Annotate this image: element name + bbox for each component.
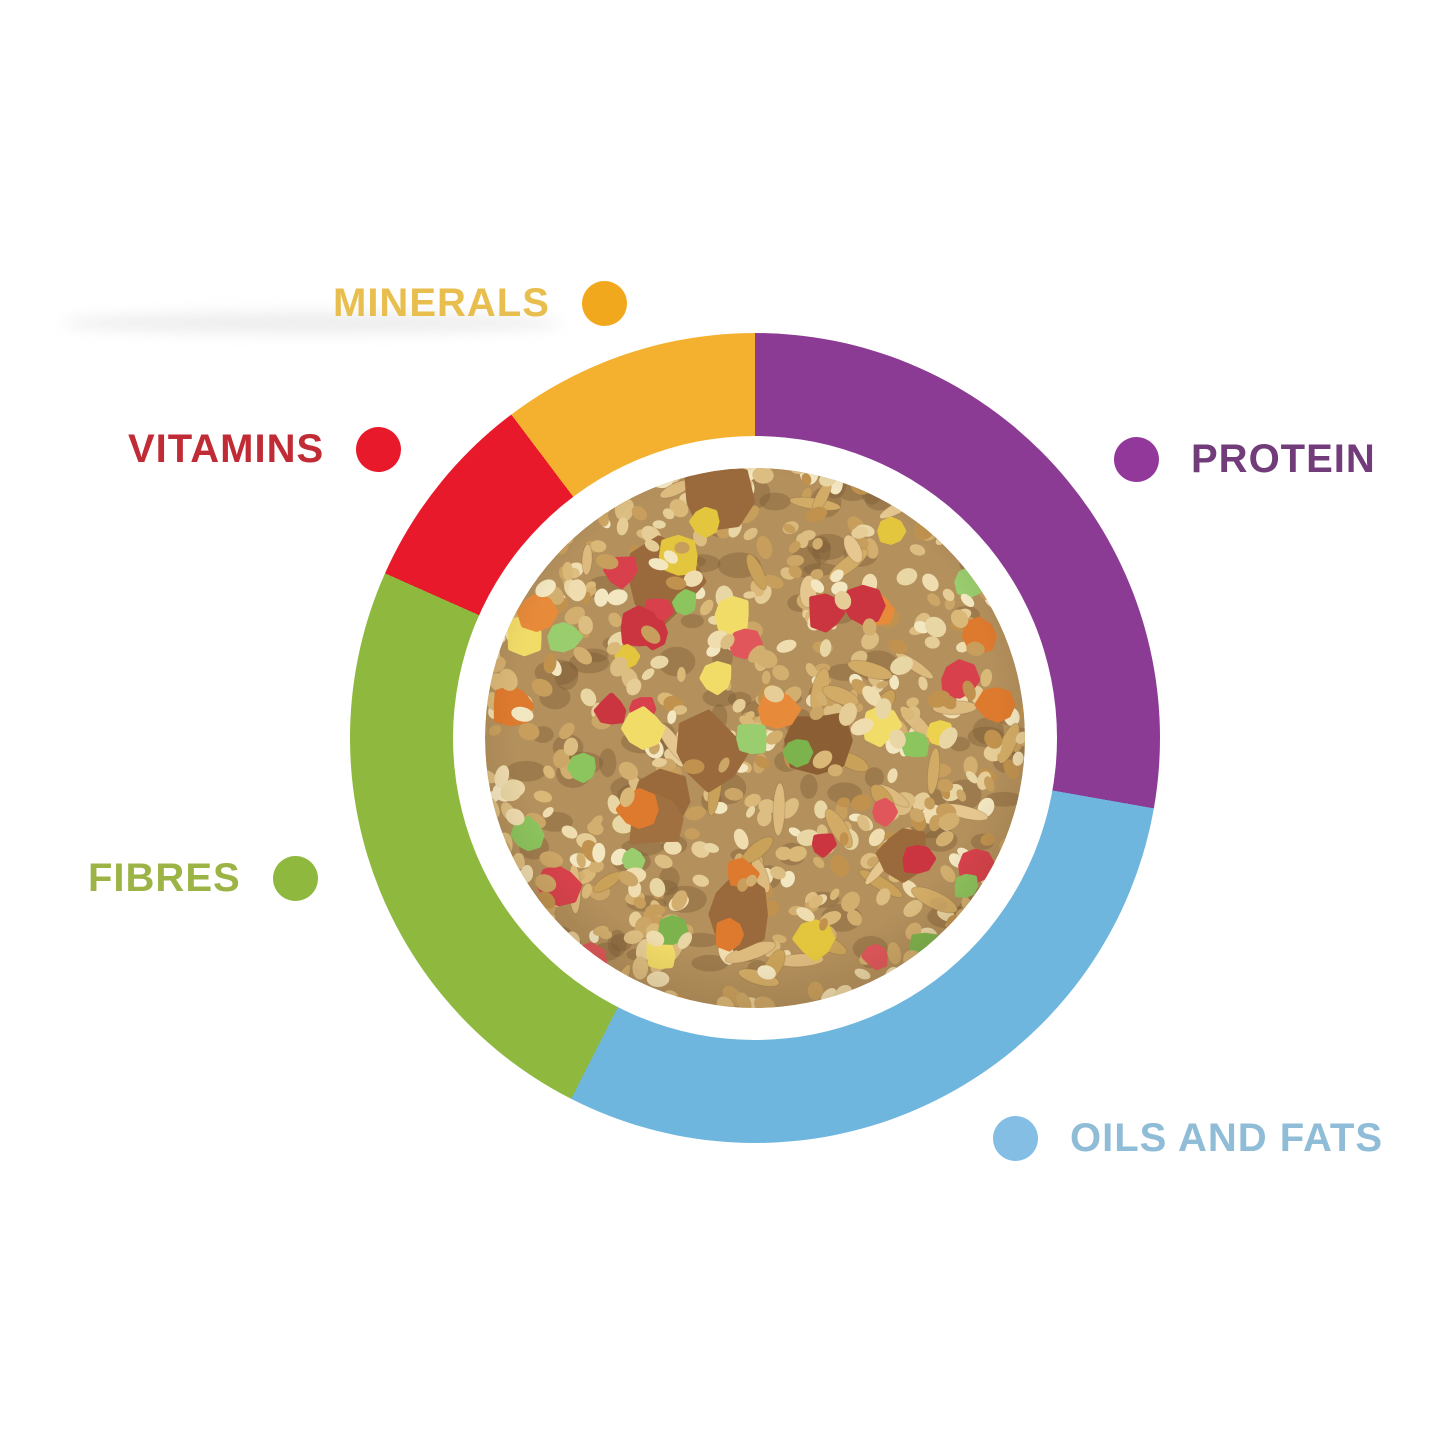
vitamins-label: VITAMINS <box>128 426 325 471</box>
minerals-legend-dot <box>581 280 627 326</box>
oils-and-fats-legend-dot <box>993 1115 1038 1161</box>
light-shadow-smudge <box>62 312 562 334</box>
minerals-label: MINERALS <box>333 280 550 325</box>
seed-mix-photo-svg <box>485 468 1025 1008</box>
fibres-legend-dot <box>272 855 318 901</box>
legend-oils-and-fats: OILS AND FATS <box>993 1114 1383 1162</box>
center-food-photo <box>485 468 1025 1008</box>
legend-vitamins: VITAMINS <box>128 425 402 473</box>
legend-minerals: MINERALS <box>333 279 627 327</box>
vitamins-legend-dot <box>356 426 402 472</box>
oils-and-fats-label: OILS AND FATS <box>1070 1115 1383 1160</box>
protein-label: PROTEIN <box>1191 436 1376 481</box>
fibres-label: FIBRES <box>88 855 241 900</box>
legend-protein: PROTEIN <box>1114 435 1376 483</box>
protein-legend-dot <box>1114 436 1159 482</box>
legend-fibres: FIBRES <box>88 854 318 902</box>
